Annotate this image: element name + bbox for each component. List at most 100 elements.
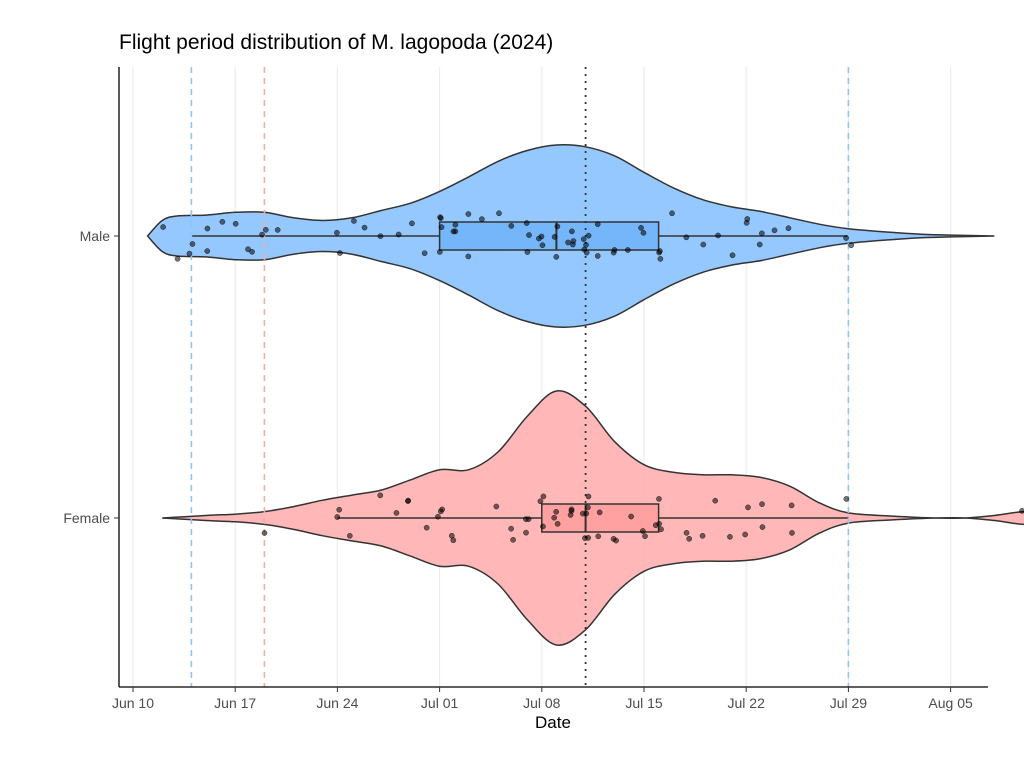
data-point (712, 497, 719, 504)
box-iqr (438, 221, 660, 251)
data-point (686, 535, 693, 542)
data-point (554, 223, 561, 230)
data-point (219, 218, 226, 225)
data-point (585, 504, 591, 511)
data-point (421, 250, 428, 257)
x-tick-label: Jun 10 (112, 695, 154, 711)
data-point (628, 513, 634, 520)
x-tick-labels: Jun 10 Jun 17 Jun 24 Jul 01 Jul 08 Jul 15 Jul … (112, 687, 973, 711)
data-point (742, 531, 748, 538)
data-point (361, 224, 368, 231)
data-point (788, 502, 795, 509)
x-tick-label: Jun 24 (316, 695, 358, 711)
data-point (727, 533, 733, 540)
data-point (452, 221, 459, 228)
data-point (435, 513, 441, 520)
data-point (524, 249, 531, 255)
data-point (395, 231, 402, 238)
data-point (656, 249, 662, 256)
data-point (729, 252, 736, 259)
data-point (551, 514, 558, 521)
data-point (377, 233, 384, 240)
data-point (639, 528, 646, 534)
data-point (583, 242, 589, 248)
data-point (174, 255, 181, 262)
data-point (508, 223, 515, 229)
x-tick-label: Jul 08 (523, 695, 561, 711)
data-point (656, 496, 662, 502)
data-point (554, 520, 561, 527)
data-point (582, 535, 588, 541)
data-point (553, 508, 560, 515)
data-point (496, 210, 502, 217)
data-point (642, 533, 648, 540)
data-point (523, 220, 530, 226)
data-point (510, 536, 516, 543)
data-point (624, 247, 631, 253)
data-point (683, 529, 690, 536)
data-point (848, 242, 855, 249)
data-point (756, 241, 763, 248)
y-tick-labels: Male Female (63, 228, 119, 526)
data-point (189, 241, 196, 247)
data-point (436, 249, 443, 255)
data-point (596, 509, 603, 516)
data-point (508, 525, 514, 532)
data-point (759, 230, 765, 237)
data-point (262, 226, 269, 233)
data-point (450, 228, 457, 235)
data-point (759, 524, 766, 530)
data-point (1019, 508, 1024, 514)
y-label-male: Male (80, 228, 111, 244)
data-point (465, 211, 472, 217)
x-tick-label: Jul 01 (421, 695, 459, 711)
data-point (245, 246, 251, 253)
data-point (186, 250, 193, 257)
data-point (640, 229, 647, 236)
data-point (743, 219, 750, 226)
jitter-points (160, 210, 1024, 544)
data-point (409, 220, 415, 227)
data-point (669, 210, 675, 217)
data-point (594, 221, 601, 228)
data-point (613, 537, 619, 544)
data-point (537, 498, 544, 505)
data-point (759, 501, 765, 507)
data-point (700, 241, 707, 248)
data-point (351, 218, 357, 224)
data-point (569, 241, 576, 248)
x-tick-label: Aug 05 (928, 695, 973, 711)
data-point (585, 493, 592, 500)
data-point (393, 510, 400, 516)
data-point (439, 506, 445, 513)
data-point (346, 532, 353, 539)
data-point (553, 254, 560, 260)
data-point (843, 496, 850, 502)
gridlines (132, 67, 952, 687)
data-point (204, 225, 211, 232)
data-point (479, 216, 485, 222)
data-point (843, 235, 849, 241)
data-point (204, 248, 211, 254)
data-point (525, 516, 532, 523)
data-point (568, 506, 575, 513)
data-point (377, 492, 384, 499)
data-point (160, 224, 166, 230)
x-axis-title: Date (535, 713, 571, 732)
data-point (540, 523, 546, 530)
data-point (551, 234, 558, 240)
data-point (569, 228, 575, 235)
data-point (658, 526, 664, 533)
data-point (610, 249, 617, 256)
data-point (657, 256, 664, 262)
data-point (450, 537, 457, 544)
y-label-female: Female (63, 510, 110, 526)
data-point (683, 234, 690, 241)
data-point (538, 233, 545, 240)
box-iqr (541, 503, 660, 533)
data-point (652, 522, 659, 529)
data-point (745, 504, 751, 511)
data-point (785, 225, 792, 232)
data-point (715, 232, 721, 239)
